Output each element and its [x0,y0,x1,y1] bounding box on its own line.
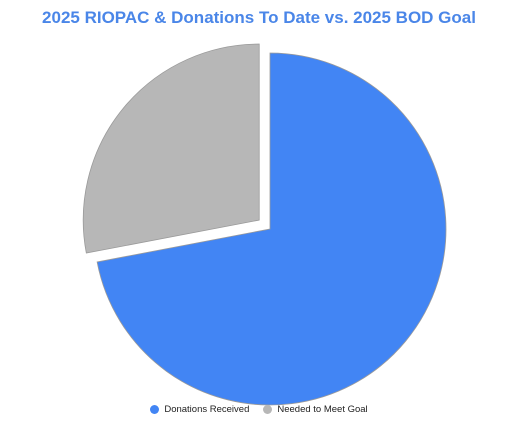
legend-swatch-donations-received [150,405,160,414]
legend-item-needed-to-meet-goal: Needed to Meet Goal [263,404,368,415]
chart-legend: Donations Received Needed to Meet Goal [0,404,518,415]
pie-slice-needed-to-meet-goal [82,43,260,254]
legend-swatch-needed-to-meet-goal [263,405,273,414]
pie-slice-donations-received [96,52,447,406]
legend-label-needed-to-meet-goal: Needed to Meet Goal [277,404,368,415]
legend-item-donations-received: Donations Received [150,404,249,415]
chart-title: 2025 RIOPAC & Donations To Date vs. 2025… [42,8,476,27]
legend-label-donations-received: Donations Received [164,404,250,415]
